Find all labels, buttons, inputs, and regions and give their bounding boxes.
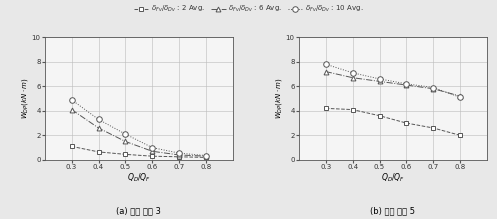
Legend: $\delta_{Fv}/\delta_{Dv}$ : 2 Avg., $\delta_{Fv}/\delta_{Dv}$ : 6 Avg., $\delta_: $\delta_{Fv}/\delta_{Dv}$ : 2 Avg., $\de…: [131, 1, 366, 17]
Text: (b) 주기 비율 5: (b) 주기 비율 5: [370, 207, 415, 215]
Y-axis label: $W_{DP}$$(kN \cdot m)$: $W_{DP}$$(kN \cdot m)$: [20, 78, 30, 119]
Y-axis label: $W_{DP}$$(kN \cdot m)$: $W_{DP}$$(kN \cdot m)$: [274, 78, 284, 119]
Text: (a) 주기 비율 3: (a) 주기 비율 3: [116, 207, 162, 215]
X-axis label: $Q_D/Q_F$: $Q_D/Q_F$: [127, 171, 151, 184]
X-axis label: $Q_D/Q_F$: $Q_D/Q_F$: [381, 171, 405, 184]
